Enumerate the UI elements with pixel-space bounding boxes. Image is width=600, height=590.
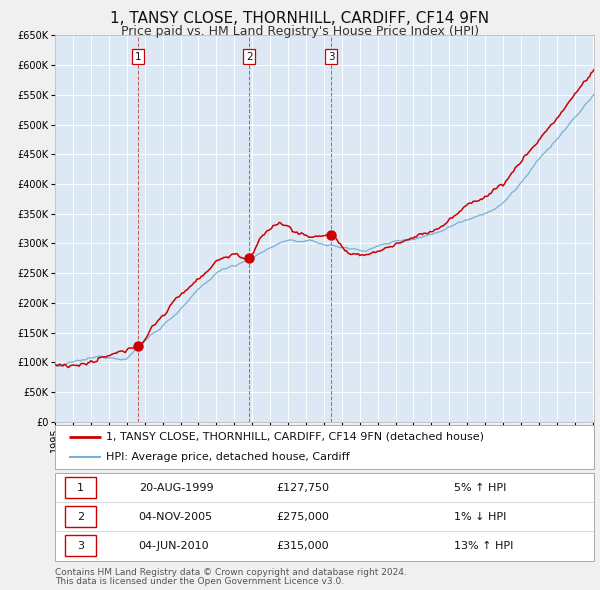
Text: 20-AUG-1999: 20-AUG-1999 bbox=[139, 483, 214, 493]
Text: 13% ↑ HPI: 13% ↑ HPI bbox=[454, 541, 513, 551]
FancyBboxPatch shape bbox=[65, 536, 96, 556]
Text: 3: 3 bbox=[77, 541, 84, 551]
Text: HPI: Average price, detached house, Cardiff: HPI: Average price, detached house, Card… bbox=[106, 452, 350, 462]
Text: 1% ↓ HPI: 1% ↓ HPI bbox=[454, 512, 506, 522]
Text: 1: 1 bbox=[77, 483, 84, 493]
Text: 2: 2 bbox=[246, 52, 253, 61]
Text: This data is licensed under the Open Government Licence v3.0.: This data is licensed under the Open Gov… bbox=[55, 577, 344, 586]
Text: 04-JUN-2010: 04-JUN-2010 bbox=[139, 541, 209, 551]
Text: 1: 1 bbox=[135, 52, 142, 61]
Text: £275,000: £275,000 bbox=[277, 512, 329, 522]
Text: Price paid vs. HM Land Registry's House Price Index (HPI): Price paid vs. HM Land Registry's House … bbox=[121, 25, 479, 38]
FancyBboxPatch shape bbox=[65, 506, 96, 527]
Text: 5% ↑ HPI: 5% ↑ HPI bbox=[454, 483, 506, 493]
Text: Contains HM Land Registry data © Crown copyright and database right 2024.: Contains HM Land Registry data © Crown c… bbox=[55, 568, 407, 576]
Text: 1, TANSY CLOSE, THORNHILL, CARDIFF, CF14 9FN: 1, TANSY CLOSE, THORNHILL, CARDIFF, CF14… bbox=[110, 11, 490, 25]
Text: 2: 2 bbox=[77, 512, 84, 522]
Text: 04-NOV-2005: 04-NOV-2005 bbox=[139, 512, 213, 522]
Text: 3: 3 bbox=[328, 52, 335, 61]
Text: £315,000: £315,000 bbox=[277, 541, 329, 551]
Text: 1, TANSY CLOSE, THORNHILL, CARDIFF, CF14 9FN (detached house): 1, TANSY CLOSE, THORNHILL, CARDIFF, CF14… bbox=[106, 432, 484, 442]
Text: £127,750: £127,750 bbox=[277, 483, 329, 493]
FancyBboxPatch shape bbox=[65, 477, 96, 498]
